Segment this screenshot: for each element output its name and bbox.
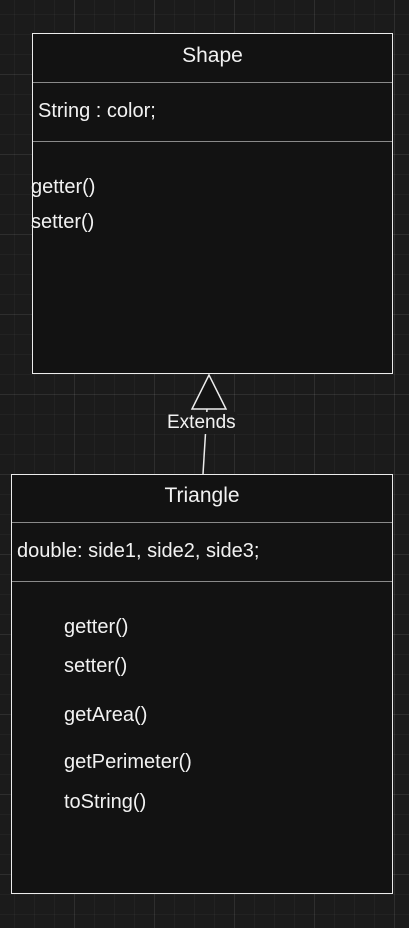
shape-class-box[interactable]: Shape String : color; getter() setter()	[31, 33, 393, 374]
method-to-string: toString()	[64, 791, 147, 813]
relationship-label: Extends	[166, 412, 237, 434]
method-setter: setter()	[31, 211, 95, 233]
class-divider	[12, 581, 392, 582]
triangle-class-box[interactable]: Triangle double: side1, side2, side3; ge…	[11, 474, 393, 894]
attribute-color: String : color;	[38, 100, 156, 122]
class-divider	[33, 141, 392, 142]
method-setter: setter()	[64, 655, 128, 677]
attribute-sides: double: side1, side2, side3;	[17, 540, 260, 562]
inheritance-arrowhead	[190, 373, 228, 410]
class-divider	[33, 82, 392, 83]
method-get-area: getArea()	[64, 704, 148, 726]
method-getter: getter()	[31, 176, 96, 198]
class-name-triangle: Triangle	[164, 484, 240, 507]
method-get-perimeter: getPerimeter()	[64, 751, 192, 773]
method-getter: getter()	[64, 616, 129, 638]
class-divider	[12, 522, 392, 523]
class-name-shape: Shape	[182, 44, 243, 67]
